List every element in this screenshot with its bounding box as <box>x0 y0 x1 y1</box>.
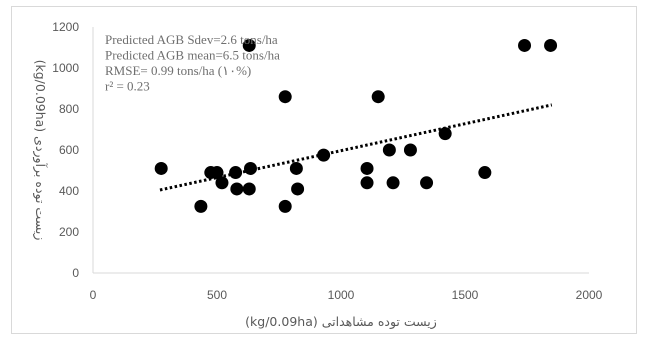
stat-annotation: Predicted AGB Sdev=2.6 tons/ha <box>105 32 278 47</box>
data-point <box>403 143 417 157</box>
x-tick-label: 0 <box>90 288 97 302</box>
data-point <box>382 143 396 157</box>
data-point <box>289 161 303 175</box>
x-tick-label: 2000 <box>576 288 603 302</box>
y-tick-label: 1000 <box>52 61 79 75</box>
x-axis-title: (kg/0.09ha) زیست توده مشاهداتی <box>245 314 437 330</box>
data-point <box>438 127 452 141</box>
data-point <box>360 161 374 175</box>
stat-annotation: RMSE= 0.99 tons/ha (۱۰%) <box>105 63 251 78</box>
data-point <box>317 148 331 162</box>
x-tick-label: 1000 <box>328 288 355 302</box>
chart-frame: 0 200 400 600 800 1000 1200 0 500 1000 1500 2000 Pre… <box>11 6 637 334</box>
y-tick-label: 600 <box>59 143 79 157</box>
data-point <box>291 182 305 196</box>
data-point <box>230 182 244 196</box>
data-point <box>229 166 243 180</box>
data-point <box>278 90 292 104</box>
data-point <box>215 176 229 190</box>
y-axis-title: (kg/0.09ha) زیست توده برآوردی <box>32 60 48 241</box>
data-point <box>478 166 492 180</box>
stat-annotation: Predicted AGB mean=6.5 tons/ha <box>105 48 280 63</box>
y-tick-label: 400 <box>59 184 79 198</box>
scatter-plot: 0 200 400 600 800 1000 1200 0 500 1000 1500 2000 Pre… <box>32 20 603 330</box>
data-point <box>243 161 257 175</box>
data-point <box>518 38 532 52</box>
data-point <box>242 38 256 52</box>
data-point <box>360 176 374 190</box>
y-tick-label: 1200 <box>52 20 79 34</box>
y-tick-label: 800 <box>59 102 79 116</box>
trendline <box>159 103 553 192</box>
x-tick-label: 500 <box>207 288 227 302</box>
y-tick-label: 0 <box>72 266 79 280</box>
data-point <box>278 199 292 213</box>
data-point <box>154 161 168 175</box>
data-point <box>194 199 208 213</box>
data-point <box>544 38 558 52</box>
data-point <box>210 166 224 180</box>
data-point <box>242 182 256 196</box>
stat-annotation: r² = 0.23 <box>105 79 150 94</box>
x-tick-label: 1500 <box>452 288 479 302</box>
data-point <box>371 90 385 104</box>
data-point <box>420 176 434 190</box>
data-point <box>386 176 400 190</box>
y-tick-label: 200 <box>59 225 79 239</box>
